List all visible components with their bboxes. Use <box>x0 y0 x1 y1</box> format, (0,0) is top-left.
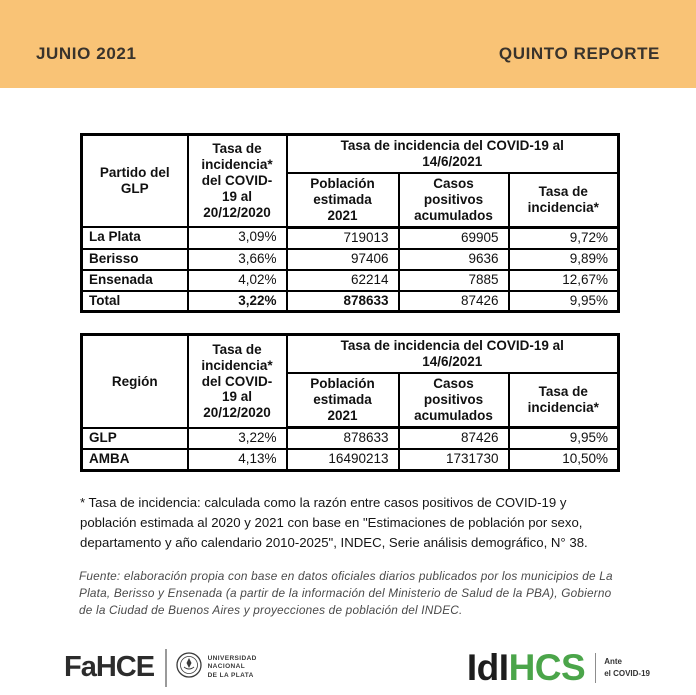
cell-rate: 9,72% <box>507 226 620 250</box>
cell-cases: 9636 <box>397 247 510 271</box>
cell-rate: 10,50% <box>507 447 620 472</box>
cell-prev-rate: 3,09% <box>186 226 288 250</box>
table-row: GLP 3,22% 878633 87426 9,95% <box>80 426 620 451</box>
cell-prev-rate: 4,13% <box>186 447 288 472</box>
incidence-table-glp-partidos: Partido del GLP Tasa de incidencia* del … <box>80 133 620 314</box>
report-banner: JUNIO 2021 QUINTO REPORTE <box>0 0 696 88</box>
cell-prev-rate: 4,02% <box>186 268 288 292</box>
logo-divider <box>595 652 597 683</box>
column-header-rate: Tasa de incidencia* <box>507 372 620 430</box>
row-label: AMBA <box>80 447 189 472</box>
cell-cases: 87426 <box>397 289 510 313</box>
unlp-seal-icon <box>175 652 202 683</box>
table-row: Ensenada 4,02% 62214 7885 12,67% <box>80 268 620 292</box>
cell-rate: 12,67% <box>507 268 620 292</box>
idihcs-logo: IdIHCS Ante el COVID-19 <box>467 649 650 686</box>
cell-cases: 7885 <box>397 268 510 292</box>
row-label: GLP <box>80 426 189 451</box>
logo-divider <box>165 648 167 687</box>
column-header-prev-rate: Tasa de incidencia* del COVID-19 al 20/1… <box>186 133 288 229</box>
cell-cases: 69905 <box>397 226 510 250</box>
table-row: Berisso 3,66% 97406 9636 9,89% <box>80 247 620 271</box>
row-label: Total <box>80 289 189 313</box>
incidence-table-regions: Región Tasa de incidencia* del COVID-19 … <box>80 333 620 472</box>
cell-population: 878633 <box>285 426 400 451</box>
cell-cases: 1731730 <box>397 447 510 472</box>
column-header-region: Región <box>80 333 189 429</box>
column-header-population: Población estimada 2021 <box>285 372 400 430</box>
table-row-total: Total 3,22% 878633 87426 9,95% <box>80 289 620 313</box>
row-label: Berisso <box>80 247 189 271</box>
cell-prev-rate: 3,66% <box>186 247 288 271</box>
fahce-unlp-logo: FaHCE UNIVERSIDAD NACIONAL DE LA PLATA <box>64 648 257 687</box>
cell-population: 97406 <box>285 247 400 271</box>
source-note: Fuente: elaboración propia con base en d… <box>79 569 613 617</box>
cell-prev-rate: 3,22% <box>186 426 288 451</box>
banner-report-label: QUINTO REPORTE <box>498 44 660 63</box>
column-header-population: Población estimada 2021 <box>285 171 400 229</box>
footer-logos: FaHCE UNIVERSIDAD NACIONAL DE LA PLATA I… <box>64 648 650 687</box>
fahce-logo-text: FaHCE <box>64 651 155 684</box>
cell-prev-rate: 3,22% <box>186 289 288 313</box>
table-row: AMBA 4,13% 16490213 1731730 10,50% <box>80 447 620 472</box>
idihcs-logo-text: IdIHCS <box>466 647 586 689</box>
cell-rate: 9,95% <box>507 289 620 313</box>
cell-population: 878633 <box>285 289 400 313</box>
column-header-cases: Casos positivos acumulados <box>397 372 510 430</box>
banner-date-label: JUNIO 2021 <box>36 44 137 63</box>
column-group-header-current: Tasa de incidencia del COVID-19 al 14/6/… <box>285 333 620 375</box>
idihcs-tagline: Ante el COVID-19 <box>604 656 650 678</box>
unlp-name-text: UNIVERSIDAD NACIONAL DE LA PLATA <box>207 654 257 680</box>
row-label: Ensenada <box>80 268 189 292</box>
table-row: La Plata 3,09% 719013 69905 9,72% <box>80 226 620 250</box>
cell-population: 16490213 <box>285 447 400 472</box>
column-header-partido: Partido del GLP <box>80 133 189 229</box>
cell-population: 719013 <box>285 226 400 250</box>
cell-rate: 9,95% <box>507 426 620 451</box>
column-header-rate: Tasa de incidencia* <box>507 171 620 229</box>
cell-cases: 87426 <box>397 426 510 451</box>
column-header-cases: Casos positivos acumulados <box>397 171 510 229</box>
incidence-rate-footnote: * Tasa de incidencia: calculada como la … <box>80 494 588 551</box>
column-header-prev-rate: Tasa de incidencia* del COVID-19 al 20/1… <box>186 333 288 429</box>
column-group-header-current: Tasa de incidencia del COVID-19 al 14/6/… <box>285 133 620 174</box>
row-label: La Plata <box>80 226 189 250</box>
cell-rate: 9,89% <box>507 247 620 271</box>
cell-population: 62214 <box>285 268 400 292</box>
